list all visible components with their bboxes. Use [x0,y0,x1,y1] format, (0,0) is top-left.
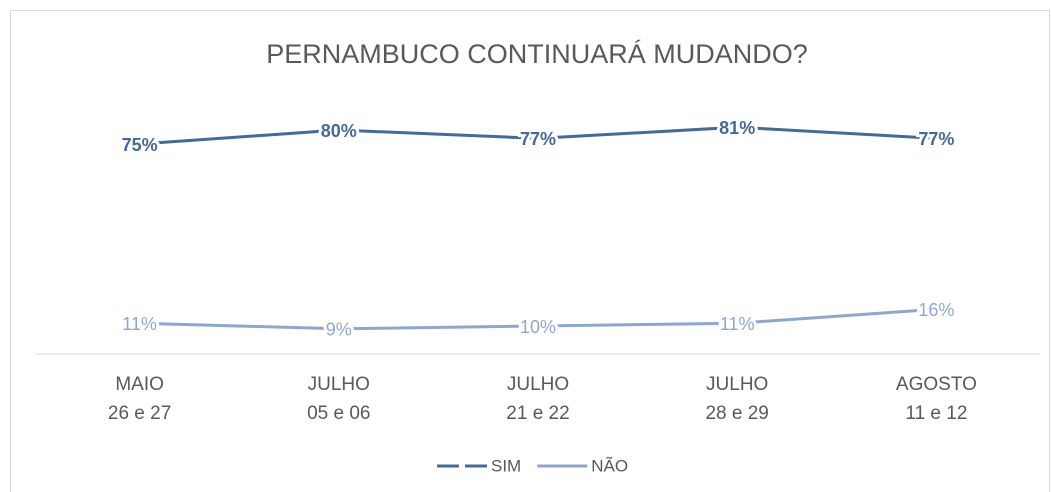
data-label: 77% [520,129,556,149]
data-label: 80% [321,121,357,141]
x-tick-label: 26 e 27 [108,403,171,424]
legend-label: NÃO [591,456,628,475]
chart-border [10,10,1050,492]
chart-title: PERNAMBUCO CONTINUARÁ MUDANDO? [266,39,808,69]
x-tick-label: JULHO [706,374,768,395]
x-tick-label: AGOSTO [896,374,977,395]
x-tick-label: JULHO [308,374,370,395]
series-line [139,125,937,146]
data-label: 11% [122,314,157,334]
x-tick-label: 05 e 06 [307,403,370,424]
x-tick-label: 11 e 12 [905,403,967,424]
data-label: 11% [720,314,755,334]
data-label: 81% [719,118,755,138]
data-label: 9% [326,320,352,340]
data-label: 75% [122,135,158,155]
x-tick-label: 28 e 29 [705,403,768,424]
data-label: 77% [918,129,954,149]
x-tick-label: MAIO [115,374,164,395]
x-tick-label: 21 e 22 [506,403,569,424]
x-tick-label: JULHO [507,374,569,395]
data-label: 10% [520,317,556,337]
legend-label: SIM [491,456,521,475]
series-line [139,307,937,331]
data-label: 16% [918,300,954,320]
